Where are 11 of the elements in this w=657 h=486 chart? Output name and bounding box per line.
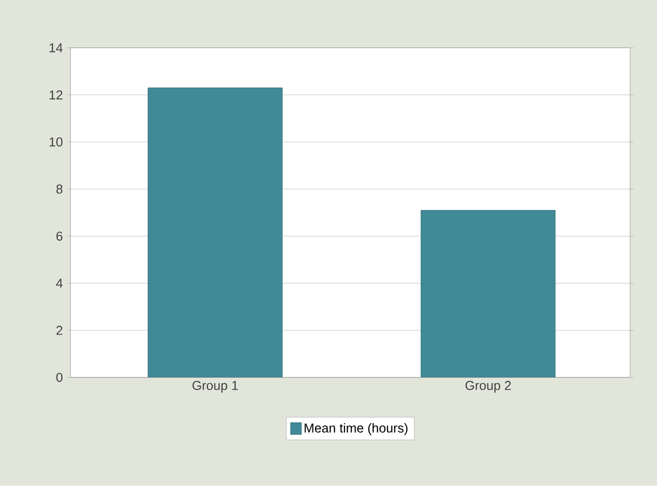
x-tick-label: Group 1 [192,380,238,393]
y-tick-label: 8 [56,184,62,194]
y-tick-label: 2 [56,326,62,335]
legend-label: Mean time (hours) [304,423,408,436]
y-tick-label: 0 [56,372,62,382]
y-tick-label: 10 [50,137,62,147]
y-tick-label: 4 [56,278,63,288]
y-tick-label: 12 [50,90,62,100]
y-tick-label: 14 [50,43,63,52]
x-tick-label: Group 2 [466,380,511,393]
y-tick-label: 6 [56,232,62,241]
